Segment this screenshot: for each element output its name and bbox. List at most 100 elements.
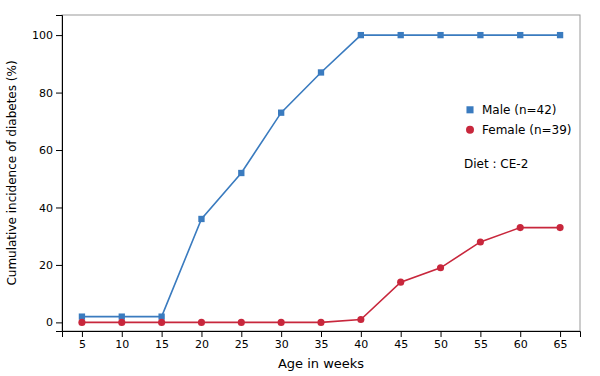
point [278,319,285,326]
tick-mark [201,331,202,337]
point [238,170,244,176]
tick-label: 40 [39,201,53,214]
tick: 60 [514,331,528,351]
series-line [82,228,560,323]
tick-mark [82,331,83,337]
point [278,110,284,116]
tick: 55 [474,331,488,351]
point [477,32,483,38]
tick: 35 [315,331,329,351]
tick-label: 25 [235,338,249,351]
plot: 5 10 15 20 25 30 35 40 45 50 55 60 65 0 20 40 60 80 100 Mal… [32,15,581,351]
tick: 30 [275,331,289,351]
tick-label: 35 [315,338,329,351]
tick-mark [520,331,521,337]
point [238,319,245,326]
tick: 80 [39,87,62,100]
tick-label: 100 [32,29,53,42]
point [357,316,364,323]
axis-domain [63,332,581,338]
point [557,224,564,231]
legend-item: Female (n=39) [466,123,571,137]
tick-mark [122,331,123,337]
legend-label: Male (n=42) [482,103,557,117]
tick-mark [56,265,62,266]
tick-label: 50 [434,338,448,351]
tick-mark [56,207,62,208]
tick-mark [480,331,481,337]
marks [78,32,563,326]
point [158,319,165,326]
tick-mark [321,331,322,337]
y-axis-title: Cumulative incidence of diabetes (%) [5,60,19,285]
legend-label: Female (n=39) [482,123,572,137]
tick-mark [162,331,163,337]
tick-mark [56,150,62,151]
tick-label: 40 [354,338,368,351]
tick-label: 60 [514,338,528,351]
legend-symbol [466,106,473,113]
y-axis: 0 20 40 60 80 100 [32,16,63,332]
tick-label: 30 [275,338,289,351]
tick: 10 [115,331,129,351]
tick-mark [560,331,561,337]
tick: 60 [39,144,62,157]
legend: Male (n=42) Female (n=39) [466,103,571,137]
tick-label: 60 [39,144,53,157]
legend-symbol [466,126,474,134]
tick-mark [56,93,62,94]
x-axis-title: Age in weeks [278,356,364,371]
tick: 20 [39,259,62,272]
tick-label: 20 [39,259,53,272]
tick: 0 [46,316,62,329]
point [517,32,523,38]
point [437,264,444,271]
tick-mark [401,331,402,337]
point [397,279,404,286]
tick-label: 80 [39,87,53,100]
axis-domain [56,16,63,332]
point [477,238,484,245]
tick-label: 55 [474,338,488,351]
point [437,32,443,38]
point [517,224,524,231]
tick: 20 [195,331,209,351]
tick-label: 15 [155,338,169,351]
legend-item: Male (n=42) [466,103,556,117]
tick: 100 [32,29,62,42]
tick: 15 [155,331,169,351]
tick-label: 45 [394,338,408,351]
tick-label: 20 [195,338,209,351]
point [557,32,563,38]
point [118,319,125,326]
point [198,216,204,222]
annotation: Diet : CE-2 [464,157,528,171]
series-line [82,35,560,317]
x-axis: 5 10 15 20 25 30 35 40 45 50 55 60 65 [63,331,581,351]
tick: 40 [39,201,62,214]
tick: 5 [79,331,86,351]
tick-mark [441,331,442,337]
point [398,32,404,38]
tick: 40 [354,331,368,351]
point [358,32,364,38]
tick-label: 5 [79,338,86,351]
tick: 45 [394,331,408,351]
chart: 5 10 15 20 25 30 35 40 45 50 55 60 65 0 20 40 60 80 100 Mal… [0,0,600,376]
tick: 65 [554,331,568,351]
tick-mark [56,35,62,36]
tick-mark [281,331,282,337]
tick: 25 [235,331,249,351]
tick-mark [361,331,362,337]
tick-label: 10 [115,338,129,351]
point [78,319,85,326]
point [198,319,205,326]
tick: 50 [434,331,448,351]
tick-label: 65 [554,338,568,351]
tick-mark [56,322,62,323]
point [318,69,324,75]
point [317,319,324,326]
plot-frame [62,15,580,331]
tick-label: 0 [46,316,53,329]
tick-mark [241,331,242,337]
